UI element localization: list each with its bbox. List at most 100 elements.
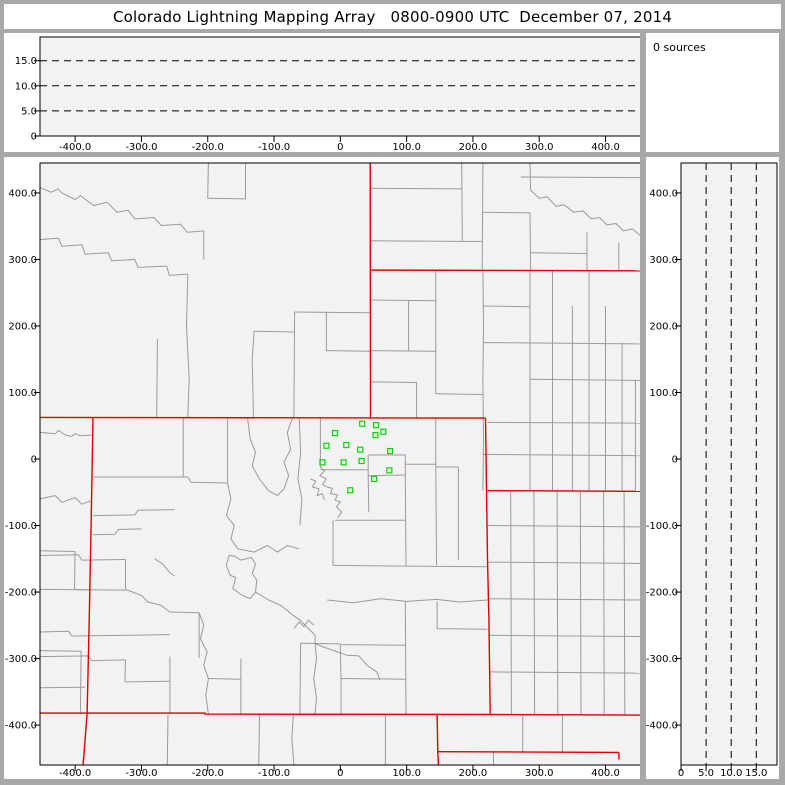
county-line (370, 381, 417, 383)
map-y-tick-label: -300.0 (5, 654, 37, 665)
map-x-tick-label: 400.0 (591, 768, 620, 779)
map-x-tick-label: -200.0 (192, 768, 224, 779)
county-line (39, 495, 91, 505)
alt-plot-background (681, 163, 777, 765)
county-line (487, 525, 640, 528)
alt-y-tick-label: 100.0 (649, 388, 678, 399)
county-line (207, 197, 246, 200)
ew-x-tick-label: -100.0 (258, 142, 290, 152)
lma-station-marker (343, 441, 350, 449)
county-line (39, 554, 126, 561)
county-line (79, 651, 82, 714)
plan-view-map-plot: 400.0 300.0 200.0 100.0 0 -100.0 -200.0 -300.0 -… (5, 162, 640, 779)
altitude-north-south-plot: 400.0 300.0 200.0 100.0 0 -100.0 -200.0 -300.0 -… (646, 162, 778, 779)
county-line (310, 478, 325, 500)
county-line (488, 634, 640, 638)
alt-y-tick-label: -200.0 (646, 588, 678, 599)
county-line (556, 490, 559, 715)
county-line (489, 671, 640, 674)
county-line (255, 591, 316, 644)
map-x-tick-label: 200.0 (459, 768, 488, 779)
county-line (332, 564, 407, 567)
lma-station-marker (319, 459, 326, 466)
alt-x-tick-label: 10.0 (720, 768, 742, 779)
sources-count-panel: 0 sources (646, 33, 779, 152)
county-line (237, 545, 300, 553)
map-x-tick-label: -100.0 (258, 768, 290, 779)
map-y-tick-label: 400.0 (8, 188, 37, 199)
county-line (186, 274, 190, 418)
alt-y-tick-label: 400.0 (649, 188, 678, 199)
county-line (39, 686, 86, 689)
alt-y-tick-label: -100.0 (646, 521, 678, 532)
window-title: Colorado Lightning Mapping Array 0800-09… (112, 7, 673, 26)
county-line (436, 628, 488, 630)
lma-station-marker (386, 467, 393, 474)
map-y-tick-label: 300.0 (8, 255, 37, 266)
map-x-tick-label: 100.0 (392, 768, 421, 779)
map-x-tick-label: -300.0 (125, 768, 157, 779)
lma-station-marker (358, 457, 365, 465)
county-line (370, 187, 462, 190)
sources-count-label: 0 sources (653, 41, 706, 54)
altitude-east-west-panel: 15.0 10.0 5.0 0 -400.0 -300.0 -200.0 -100.0 0 100… (4, 33, 640, 152)
map-y-tick-label: -100.0 (5, 521, 37, 532)
lma-station-marker (347, 487, 354, 494)
alt-y-tick-label: 300.0 (649, 255, 678, 266)
lma-station-marker (331, 429, 339, 437)
map-x-tick-label: 300.0 (525, 768, 554, 779)
alt-x-tick-label: 0 (678, 768, 684, 779)
ew-x-tick-label: -300.0 (125, 142, 157, 152)
county-line (370, 299, 436, 302)
county-line (291, 714, 295, 766)
county-line (166, 714, 169, 766)
ew-x-tick-label: 300.0 (525, 142, 554, 152)
ew-plot-background (40, 37, 640, 136)
county-line (326, 486, 343, 518)
ew-altitude-gridlines (40, 60, 640, 112)
county-line (39, 588, 126, 591)
state-line (370, 269, 640, 272)
ew-y-tick-label: 0 (31, 132, 37, 143)
county-line (326, 350, 371, 352)
alt-altitude-gridlines (705, 163, 757, 765)
ew-plot-border (39, 36, 640, 137)
county-line (169, 611, 200, 614)
map-y-tick-label: 0 (31, 455, 37, 466)
county-line (124, 680, 170, 683)
county-line (405, 565, 488, 568)
ew-x-tick-label: 200.0 (459, 142, 488, 152)
county-line (300, 642, 341, 645)
state-boundary-lines (39, 162, 640, 766)
county-line (314, 643, 381, 681)
county-line (482, 453, 640, 457)
lma-station-marker (380, 428, 387, 435)
county-line (327, 598, 488, 604)
county-line (39, 429, 94, 437)
county-line (293, 619, 315, 629)
county-line (125, 588, 171, 613)
county-line (481, 162, 484, 271)
county-line (319, 466, 328, 488)
county-line (370, 240, 483, 242)
state-line (437, 751, 619, 754)
county-line (482, 211, 531, 214)
county-line (370, 350, 436, 352)
county-line (339, 645, 342, 679)
alt-y-tick-label: -300.0 (646, 654, 678, 665)
county-line (92, 509, 175, 517)
lma-station-marker (340, 459, 347, 466)
state-line (484, 418, 491, 714)
county-line (340, 644, 406, 646)
county-line (225, 555, 258, 600)
county-line (39, 550, 76, 552)
map-y-tick-label: -200.0 (5, 588, 37, 599)
county-line (487, 421, 640, 424)
county-line (579, 490, 582, 715)
county-line (435, 393, 483, 395)
county-line (39, 237, 188, 276)
alt-x-tick-label: 5.0 (698, 768, 714, 779)
ew-y-tick-label: 5.0 (21, 106, 37, 117)
county-line (623, 490, 626, 716)
county-line (207, 162, 209, 199)
